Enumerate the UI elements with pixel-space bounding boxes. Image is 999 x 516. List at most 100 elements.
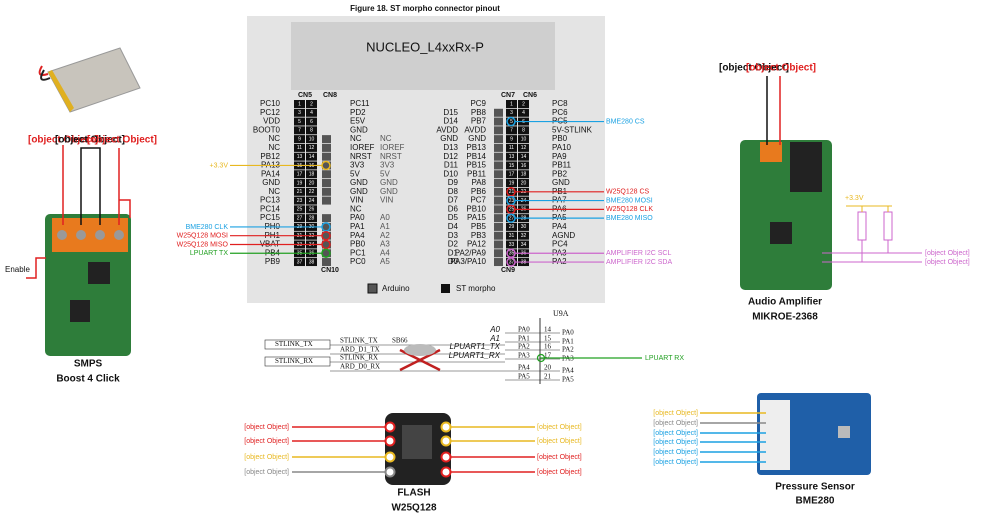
flash-board xyxy=(385,413,451,485)
pin-marker xyxy=(384,451,396,463)
arduino-label: AVDD xyxy=(436,125,458,134)
pin-number: 10 xyxy=(521,136,527,142)
pin-label: PB0 xyxy=(552,134,568,143)
arduino-pin xyxy=(322,135,331,144)
signal-label: W25Q128 MISO xyxy=(177,241,229,248)
pin xyxy=(294,196,305,205)
pin-label: PC6 xyxy=(552,108,568,117)
module-name: Audio Amplifier xyxy=(748,297,822,308)
pin xyxy=(294,126,305,135)
pin xyxy=(306,196,317,205)
net-label: A1 xyxy=(489,334,500,343)
net-label: A0 xyxy=(489,325,500,334)
signal-label: W25Q128 MOSI xyxy=(177,233,228,240)
pin-number: 26 xyxy=(309,207,315,213)
pin-number: 16 xyxy=(544,343,552,351)
pin xyxy=(306,179,317,188)
net-box xyxy=(264,339,331,350)
pin-marker xyxy=(384,435,396,447)
pin xyxy=(294,117,305,126)
signal-label: BME280 CLK xyxy=(186,224,229,231)
smps-board xyxy=(26,145,131,356)
pin-label: VDD xyxy=(263,117,280,126)
pin-number: 7 xyxy=(510,128,513,134)
pin-number: 35 xyxy=(509,251,515,257)
arduino-pin xyxy=(494,152,503,161)
pin xyxy=(506,179,517,188)
module-name: Pressure Sensor xyxy=(775,482,855,493)
pin-label: PC13 xyxy=(260,196,281,205)
pin xyxy=(506,249,517,258)
arduino-label: D4 xyxy=(448,222,459,231)
arduino-label: 3V3 xyxy=(380,161,395,170)
net-label: LPUART1_TX xyxy=(449,342,500,351)
pin-number: 11 xyxy=(509,145,514,151)
pin-label: GND xyxy=(350,125,368,134)
arduino-pin xyxy=(494,117,503,126)
pin-number: 14 xyxy=(521,154,527,160)
pin-label: VIN xyxy=(350,196,364,205)
legend-swatch xyxy=(367,283,378,294)
arduino-pin xyxy=(322,170,331,179)
signal-label: +3.3V xyxy=(210,162,229,169)
pin-label: PA10 xyxy=(552,143,572,152)
signal-label: [object Object] xyxy=(653,410,698,417)
pin-number: 30 xyxy=(521,224,527,230)
legend-label: Arduino xyxy=(382,284,410,293)
signal-label: [object Object] xyxy=(537,469,582,476)
arduino-pin xyxy=(322,249,331,258)
signal-label: [object Object] xyxy=(244,424,289,431)
arduino-pin xyxy=(322,161,331,170)
net-label: STLINK_TX xyxy=(275,340,313,348)
arduino-pin xyxy=(322,187,331,196)
pin-marker xyxy=(440,466,452,478)
battery xyxy=(38,47,141,113)
pin-number: 19 xyxy=(509,180,515,186)
pin xyxy=(294,179,305,188)
enable-label: Enable xyxy=(5,265,30,274)
arduino-label: D15 xyxy=(443,108,458,117)
pin-label: PA3/PA10 xyxy=(450,257,486,266)
cross-mark xyxy=(399,348,441,372)
pin-number: 24 xyxy=(309,198,315,204)
pin-label: AGND xyxy=(552,231,575,240)
pin xyxy=(506,258,517,267)
pin-number: 5 xyxy=(298,119,301,125)
module-model: Boost 4 Click xyxy=(56,374,120,385)
pin xyxy=(506,126,517,135)
pin-name: PA3 xyxy=(562,355,574,363)
pin-number: 3 xyxy=(510,110,513,116)
pin-marker xyxy=(321,248,331,259)
pin-label: PB15 xyxy=(466,161,486,170)
arduino-pin xyxy=(494,170,503,179)
net-label: ARD_D1_TX xyxy=(340,346,380,354)
pin xyxy=(294,100,305,108)
pin-label: PB11 xyxy=(552,161,572,170)
pin xyxy=(506,187,517,196)
pin-label: PA8 xyxy=(471,178,486,187)
arduino-pin xyxy=(494,205,503,214)
pin-number: 12 xyxy=(521,145,527,151)
pin xyxy=(294,187,305,196)
pin-label: NRST xyxy=(350,152,372,161)
pin-label: NC xyxy=(350,204,362,213)
pin-marker xyxy=(506,257,516,267)
arduino-label: GND xyxy=(380,187,398,196)
arduino-label: A2 xyxy=(380,231,390,240)
pin-number: 2 xyxy=(522,101,525,107)
signal-label: [object Object] xyxy=(653,420,698,427)
pin-label: NC xyxy=(268,187,280,196)
pin-label: NC xyxy=(268,134,280,143)
pin-number: 17 xyxy=(544,352,552,360)
pin-name: PA0 xyxy=(562,329,574,337)
arduino-label: D12 xyxy=(443,152,458,161)
signal-label: [object Object] xyxy=(653,459,698,466)
pin-marker xyxy=(440,421,452,433)
pin-number: 18 xyxy=(521,172,527,178)
signal-label: [object Object] xyxy=(653,449,698,456)
pin-label: PC9 xyxy=(470,99,486,108)
pin xyxy=(506,222,517,231)
arduino-label: D8 xyxy=(448,187,459,196)
pin-label: PD2 xyxy=(350,108,366,117)
pin xyxy=(506,108,517,117)
